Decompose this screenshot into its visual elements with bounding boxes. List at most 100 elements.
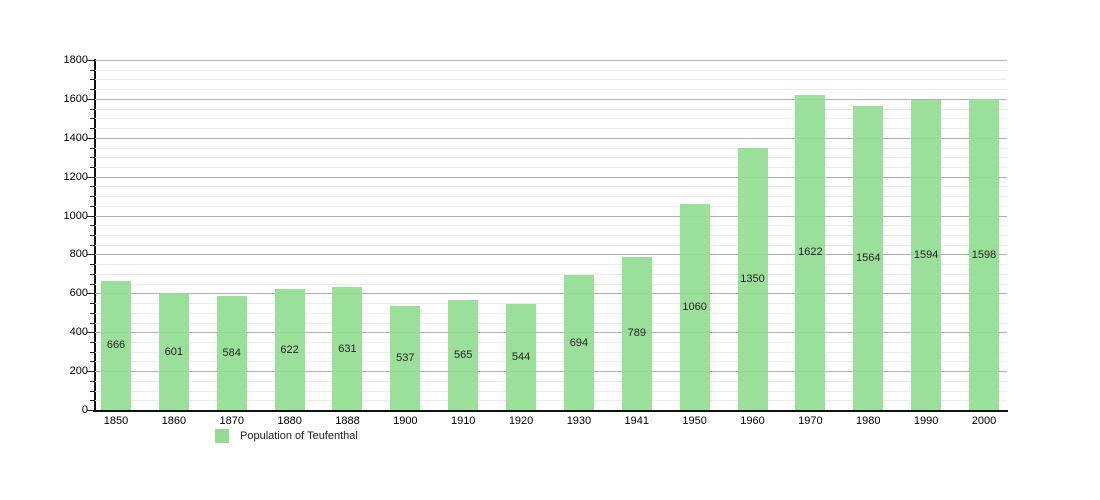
y-major-tick — [87, 98, 94, 100]
minor-gridline — [95, 128, 1007, 130]
x-axis-tick-label: 1950 — [682, 415, 707, 427]
x-axis-line — [93, 410, 1008, 412]
minor-gridline — [95, 166, 1007, 168]
minor-gridline — [95, 273, 1007, 275]
bar: 1594 — [911, 100, 942, 410]
x-axis-tick-label: 1850 — [103, 415, 129, 427]
y-minor-tick — [90, 380, 94, 382]
bar-value-label: 1594 — [913, 249, 939, 262]
y-minor-tick — [90, 361, 94, 363]
minor-gridline — [95, 361, 1007, 363]
y-minor-tick — [90, 89, 94, 91]
bar-value-label: 1060 — [682, 300, 707, 313]
y-minor-tick — [90, 283, 94, 285]
bar-value-label: 622 — [280, 343, 299, 356]
minor-gridline — [95, 69, 1007, 71]
major-gridline — [95, 332, 1007, 334]
bar: 565 — [448, 300, 479, 410]
minor-gridline — [95, 79, 1007, 81]
y-axis-tick-label: 600 — [69, 287, 88, 300]
bar-value-label: 544 — [511, 351, 531, 364]
y-minor-tick — [90, 205, 94, 207]
bar-value-label: 1622 — [798, 246, 823, 259]
x-axis-tick-label: 1960 — [740, 415, 765, 427]
minor-gridline — [95, 244, 1007, 246]
bar-value-label: 565 — [454, 349, 473, 362]
bar: 544 — [506, 304, 537, 410]
x-axis-tick-label: 1888 — [335, 415, 360, 427]
y-major-tick — [87, 254, 94, 256]
y-minor-tick — [90, 400, 94, 402]
bar: 694 — [563, 275, 594, 410]
minor-gridline — [95, 283, 1007, 285]
y-major-tick — [87, 137, 94, 139]
major-gridline — [95, 98, 1007, 100]
y-minor-tick — [90, 128, 94, 130]
minor-gridline — [95, 341, 1007, 343]
y-minor-tick — [90, 273, 94, 275]
minor-gridline — [95, 235, 1007, 236]
bar-value-label: 789 — [627, 327, 646, 340]
minor-gridline — [95, 312, 1007, 314]
y-minor-tick — [90, 108, 94, 110]
bar: 1598 — [969, 99, 999, 410]
x-axis-tick-label: 1980 — [856, 415, 881, 427]
minor-gridline — [95, 157, 1007, 159]
y-minor-tick — [90, 147, 94, 149]
y-minor-tick — [90, 312, 94, 314]
x-axis-tick-label: 1920 — [508, 415, 534, 427]
x-axis-tick-label: 1941 — [624, 415, 650, 427]
y-minor-tick — [90, 264, 94, 266]
y-minor-tick — [90, 157, 94, 159]
y-axis-tick-label: 0 — [81, 404, 88, 416]
bar: 666 — [101, 280, 131, 410]
major-gridline — [95, 176, 1007, 178]
major-gridline — [95, 60, 1007, 61]
bar: 1564 — [853, 105, 884, 410]
major-gridline — [95, 371, 1007, 373]
y-minor-tick — [90, 118, 94, 120]
y-minor-tick — [90, 351, 94, 353]
x-axis-tick-label: 1860 — [161, 415, 187, 427]
major-gridline — [95, 137, 1007, 139]
y-major-tick — [87, 371, 94, 373]
x-axis-tick-label: 1970 — [798, 415, 823, 427]
bar: 537 — [390, 305, 421, 410]
x-axis-tick-label: 1880 — [277, 415, 302, 427]
y-minor-tick — [90, 322, 94, 324]
x-axis-tick-label: 1870 — [219, 415, 244, 427]
bar-value-label: 1564 — [856, 251, 881, 264]
y-axis-tick-label: 200 — [69, 365, 88, 378]
y-minor-tick — [90, 244, 94, 246]
bar-value-label: 537 — [396, 351, 415, 364]
y-minor-tick — [90, 69, 94, 71]
y-minor-tick — [90, 303, 94, 305]
minor-gridline — [95, 205, 1007, 207]
minor-gridline — [95, 186, 1007, 188]
y-axis-tick-label: 1800 — [63, 54, 88, 66]
legend-label: Population of Teufenthal — [240, 430, 358, 442]
minor-gridline — [95, 118, 1007, 120]
y-major-tick — [87, 410, 94, 411]
minor-gridline — [95, 390, 1007, 392]
minor-gridline — [95, 351, 1007, 353]
legend-swatch — [215, 429, 229, 443]
x-axis-tick-label: 1990 — [913, 415, 939, 427]
y-axis-tick-label: 1600 — [63, 92, 88, 105]
x-axis-tick-label: 1930 — [566, 415, 592, 427]
minor-gridline — [95, 89, 1007, 91]
y-minor-tick — [90, 390, 94, 392]
y-major-tick — [87, 215, 94, 217]
bar: 601 — [158, 293, 189, 410]
y-minor-tick — [90, 196, 94, 198]
y-major-tick — [87, 293, 94, 295]
y-minor-tick — [90, 225, 94, 227]
bar-value-label: 601 — [164, 345, 184, 358]
y-minor-tick — [90, 79, 94, 81]
x-axis-tick-label: 1900 — [393, 415, 418, 427]
bar: 584 — [216, 296, 247, 410]
y-minor-tick — [90, 166, 94, 168]
bar-value-label: 1350 — [740, 272, 765, 285]
x-axis-tick-label: 1910 — [450, 415, 476, 427]
